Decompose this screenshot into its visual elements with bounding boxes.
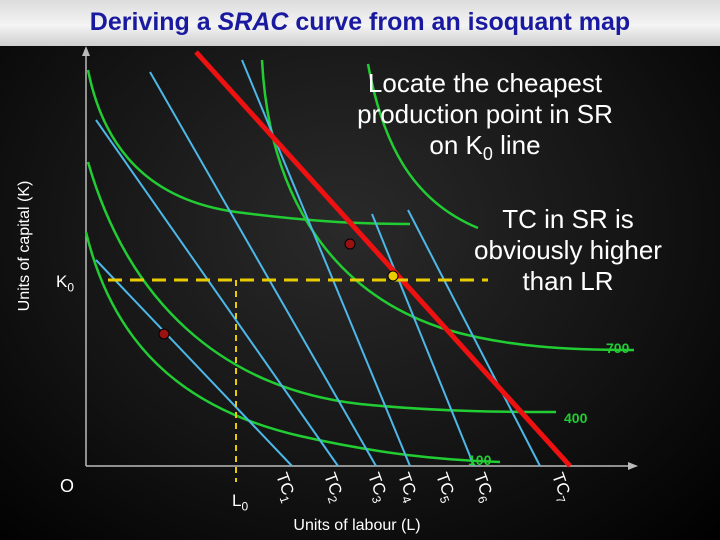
y-axis-label: Units of capital (K) — [16, 180, 33, 312]
point-lower-tangency — [158, 328, 170, 340]
isocost-tc7 — [407, 209, 541, 467]
isocost-tc6 — [371, 213, 475, 467]
cheapest-point-annotation: Locate the cheapest production point in … — [357, 68, 613, 165]
k0-label: K0 — [56, 272, 75, 295]
tc-higher-annotation: TC in SR is obviously higher than LR — [474, 204, 662, 296]
point-short-run-choice — [387, 270, 399, 282]
isocost-tc2 — [95, 119, 339, 467]
isoquant-700 — [260, 59, 635, 352]
isoquant-label-400: 400 — [564, 410, 588, 426]
isocost-tc4 — [241, 59, 411, 467]
y-axis-arrow — [82, 46, 90, 56]
isoquant-upper-right — [366, 63, 479, 230]
isoquant-100 — [84, 231, 501, 464]
isocost-tc1 — [95, 259, 293, 467]
x-axis-label: Units of labour (L) — [293, 517, 421, 534]
isoquant-label-100: 100 — [468, 452, 492, 468]
slide-title: Deriving a SRAC curve from an isoquant m… — [89, 8, 631, 36]
isocost-tc3 — [149, 71, 377, 467]
x-axis-arrow — [628, 462, 638, 470]
isocost-tc5-highlight — [194, 50, 572, 468]
title-bar: Deriving a SRAC curve from an isoquant m… — [0, 0, 720, 46]
l0-label: L0 — [232, 491, 249, 514]
isoquant-label-700: 700 — [606, 340, 630, 356]
origin-label: O — [60, 476, 75, 496]
isoquant-400 — [86, 161, 557, 414]
point-long-run-optimum — [344, 238, 356, 250]
